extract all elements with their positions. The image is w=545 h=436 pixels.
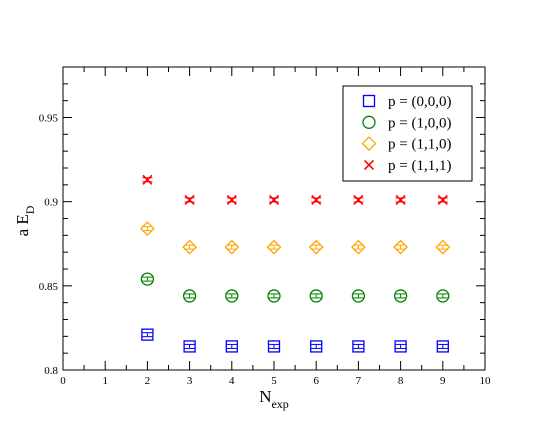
data-point [268,194,280,206]
x-tick-label: 2 [145,375,151,387]
circle-marker [309,289,323,303]
y-tick-label: 0.9 [44,197,58,209]
data-point [142,174,153,185]
data-point [225,340,238,353]
data-point [183,340,196,353]
data-point [436,289,450,303]
data-point [395,194,406,206]
legend-marker [362,94,376,108]
x-tick-label: 9 [440,375,446,387]
data-point [224,239,240,255]
data-point [311,194,322,206]
axis-ticks: 0 1 2 3 4 5 6 7 8 9 10 0.8 0.85 0.9 0.95 [39,67,491,387]
x-tick-label: 7 [356,375,362,387]
data-point [182,239,198,255]
legend-marker [361,136,377,152]
data-point [352,340,365,353]
data-point [310,340,323,353]
data-point [394,340,407,353]
data-point [139,221,155,237]
circle-marker [182,289,197,303]
circle-marker [393,289,408,303]
data-point [435,239,451,255]
circle-marker [267,289,281,303]
square-marker [310,340,323,353]
legend-label: p = (0,0,0) [388,94,451,110]
y-tick-label: 0.95 [39,113,59,125]
data-point [437,194,448,206]
data-point [393,239,409,255]
circle-marker [436,289,450,303]
legend-label: p = (1,1,1) [388,158,451,174]
data-point [140,272,155,286]
x-tick-label: 10 [480,375,492,387]
data-point [393,289,408,303]
square-marker [183,340,196,353]
data-point [226,194,237,206]
data-point [436,340,449,353]
circle-marker [225,289,239,303]
y-axis-label: a ED [13,205,37,236]
x-tick-label: 8 [398,375,404,387]
legend-item: p = (1,1,0) [361,136,451,153]
x-tick-label: 1 [102,375,108,387]
data-point [182,289,197,303]
data-point [184,194,195,206]
legend-marker [363,159,375,170]
square-marker [225,340,238,353]
x-tick-label: 5 [271,375,277,387]
circle-marker [140,272,155,286]
x-tick-label: 6 [313,375,319,387]
legend-item: p = (1,0,0) [362,115,451,131]
data-point [266,239,282,255]
y-tick-label: 0.8 [44,365,58,377]
x-tick-label: 4 [229,375,235,387]
square-marker [436,340,449,353]
data-point [141,328,154,341]
data-point [309,289,323,303]
data-point [225,289,239,303]
y-tick-label: 0.85 [39,281,59,293]
data-point [267,289,281,303]
data-point [353,194,364,206]
legend-item: p = (0,0,0) [362,94,451,110]
legend-label: p = (1,0,0) [388,115,451,131]
square-marker [352,340,365,353]
data-point [350,239,366,255]
square-marker [394,340,407,353]
legend-box [342,85,473,182]
data-marks [139,174,451,353]
data-point [267,340,281,353]
data-point [351,289,366,303]
square-marker [267,340,281,353]
x-tick-label: 3 [187,375,193,387]
circle-marker [351,289,366,303]
x-tick-label: 0 [60,375,66,387]
legend: p = (0,0,0) p = (1,0,0) p = (1,1,0) p = (1,… [342,85,473,182]
legend-label: p = (1,1,0) [388,137,451,153]
x-axis-label: Nexp [259,387,289,411]
square-marker [141,328,154,341]
legend-item: p = (1,1,1) [363,158,451,174]
legend-marker [362,115,376,129]
data-point [308,239,324,255]
